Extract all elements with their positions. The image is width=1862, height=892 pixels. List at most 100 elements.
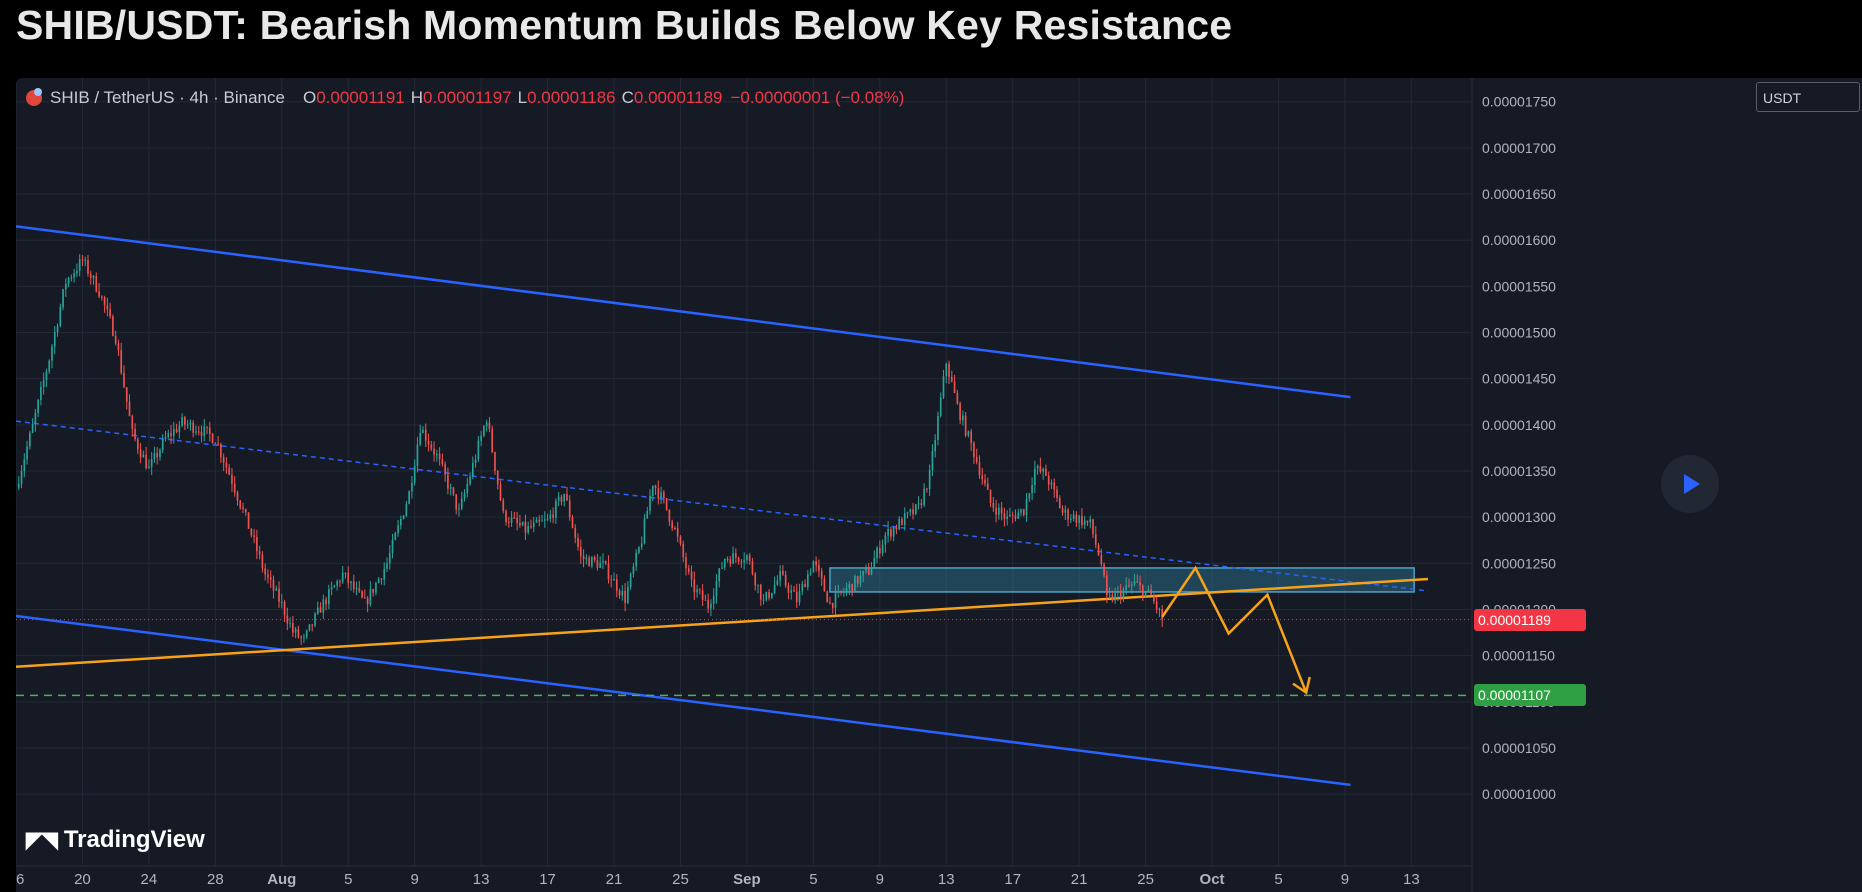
candle-body — [660, 492, 662, 499]
candle-body — [845, 587, 848, 592]
symbol-name[interactable]: SHIB / TetherUS · 4h · Binance — [50, 88, 285, 107]
close-label: C — [621, 88, 634, 107]
candle-body — [1003, 513, 1006, 519]
candle-body — [621, 590, 624, 596]
candle-body — [1150, 589, 1152, 596]
candle-body — [806, 574, 809, 588]
candle-body — [629, 573, 632, 588]
candle-body — [250, 528, 253, 536]
candle-body — [1083, 520, 1086, 525]
candle-body — [70, 277, 73, 279]
candle-body — [325, 599, 327, 605]
candle-body — [53, 332, 56, 347]
candle-body — [823, 578, 826, 592]
candle-body — [222, 457, 225, 463]
candle-body — [676, 528, 679, 537]
currency-selector[interactable]: USDT — [1756, 82, 1860, 112]
candle-body — [117, 343, 120, 351]
candle-body — [217, 443, 219, 445]
replay-play-button[interactable] — [1661, 455, 1719, 513]
candle-body — [945, 363, 948, 377]
candle-body — [1139, 582, 1141, 586]
candle-body — [485, 422, 488, 427]
candle-body — [125, 387, 128, 402]
x-tick-label: 17 — [539, 871, 556, 888]
candle-body — [984, 479, 986, 484]
candle-body — [563, 494, 566, 502]
candle-body — [981, 475, 984, 480]
x-tick-label: Oct — [1200, 871, 1225, 888]
candle-body — [588, 557, 590, 567]
candle-body — [737, 557, 740, 562]
x-tick-label: 21 — [606, 871, 623, 888]
candle-body — [253, 535, 255, 537]
chart-panel[interactable]: 0.00001750 0.00001700 0.00001650 0.00001600… — [16, 78, 1862, 892]
candle-body — [856, 576, 859, 584]
candle-body — [341, 572, 344, 582]
candle-body — [339, 581, 341, 583]
candle-body — [829, 602, 831, 604]
candle-body — [696, 589, 698, 593]
candle-body — [1136, 581, 1139, 583]
candle-body — [203, 426, 206, 436]
candle-body — [394, 533, 397, 540]
candle-body — [776, 580, 779, 585]
x-tick-label: Aug — [267, 871, 296, 888]
candle-body — [65, 283, 67, 290]
candle-body — [906, 512, 909, 514]
x-tick-label: 13 — [938, 871, 955, 888]
x-tick-label: 21 — [1071, 871, 1088, 888]
candle-body — [375, 582, 377, 593]
candle-body — [200, 431, 203, 436]
candle-body — [261, 554, 264, 569]
candle-body — [735, 553, 737, 558]
candle-body — [189, 422, 192, 425]
candle-body — [31, 424, 34, 433]
candle-body — [471, 462, 474, 477]
candle-body — [898, 518, 901, 530]
candle-body — [275, 588, 278, 591]
tradingview-mark-icon: ◤◥ — [26, 827, 58, 852]
candle-body — [721, 567, 723, 569]
candle-body — [258, 551, 261, 555]
candle-body — [649, 495, 651, 511]
price-chart[interactable]: 0.00001750 0.00001700 0.00001650 0.00001600… — [16, 78, 1862, 892]
candle-body — [635, 552, 638, 567]
candle-body — [665, 497, 668, 510]
candle-body — [294, 629, 297, 633]
candle-body — [438, 453, 441, 460]
candle-body — [322, 599, 325, 613]
symbol-legend[interactable]: SHIB / TetherUS · 4h · Binance O 0.000011… — [26, 86, 904, 110]
candle-body — [300, 637, 302, 639]
candle-body — [286, 615, 289, 624]
candle-body — [211, 434, 214, 443]
candle-body — [355, 588, 358, 590]
candle-body — [433, 448, 435, 455]
candle-body — [712, 596, 715, 604]
candle-body — [848, 583, 851, 588]
candle-body — [632, 566, 635, 574]
candle-body — [1092, 519, 1094, 535]
candle-body — [546, 518, 549, 520]
candle-body — [128, 401, 131, 417]
y-tick-label: 0.00001750 — [1482, 94, 1556, 110]
candle-body — [934, 439, 937, 452]
candle-body — [640, 543, 643, 548]
candle-body — [1011, 514, 1014, 516]
candle-body — [1100, 555, 1103, 565]
candle-body — [978, 462, 981, 476]
candle-body — [1130, 584, 1133, 587]
tradingview-logo[interactable]: ◤◥ TradingView — [26, 826, 205, 854]
candle-body — [593, 557, 596, 561]
candle-body — [704, 599, 707, 601]
candle-body — [23, 459, 26, 472]
candle-body — [973, 443, 975, 457]
candle-body — [347, 572, 350, 584]
candle-body — [557, 496, 560, 501]
candle-body — [757, 584, 759, 586]
candle-body — [328, 589, 330, 605]
candle-body — [1009, 514, 1011, 517]
candle-body — [366, 598, 369, 605]
candle-body — [516, 517, 518, 523]
candle-body — [654, 485, 657, 488]
